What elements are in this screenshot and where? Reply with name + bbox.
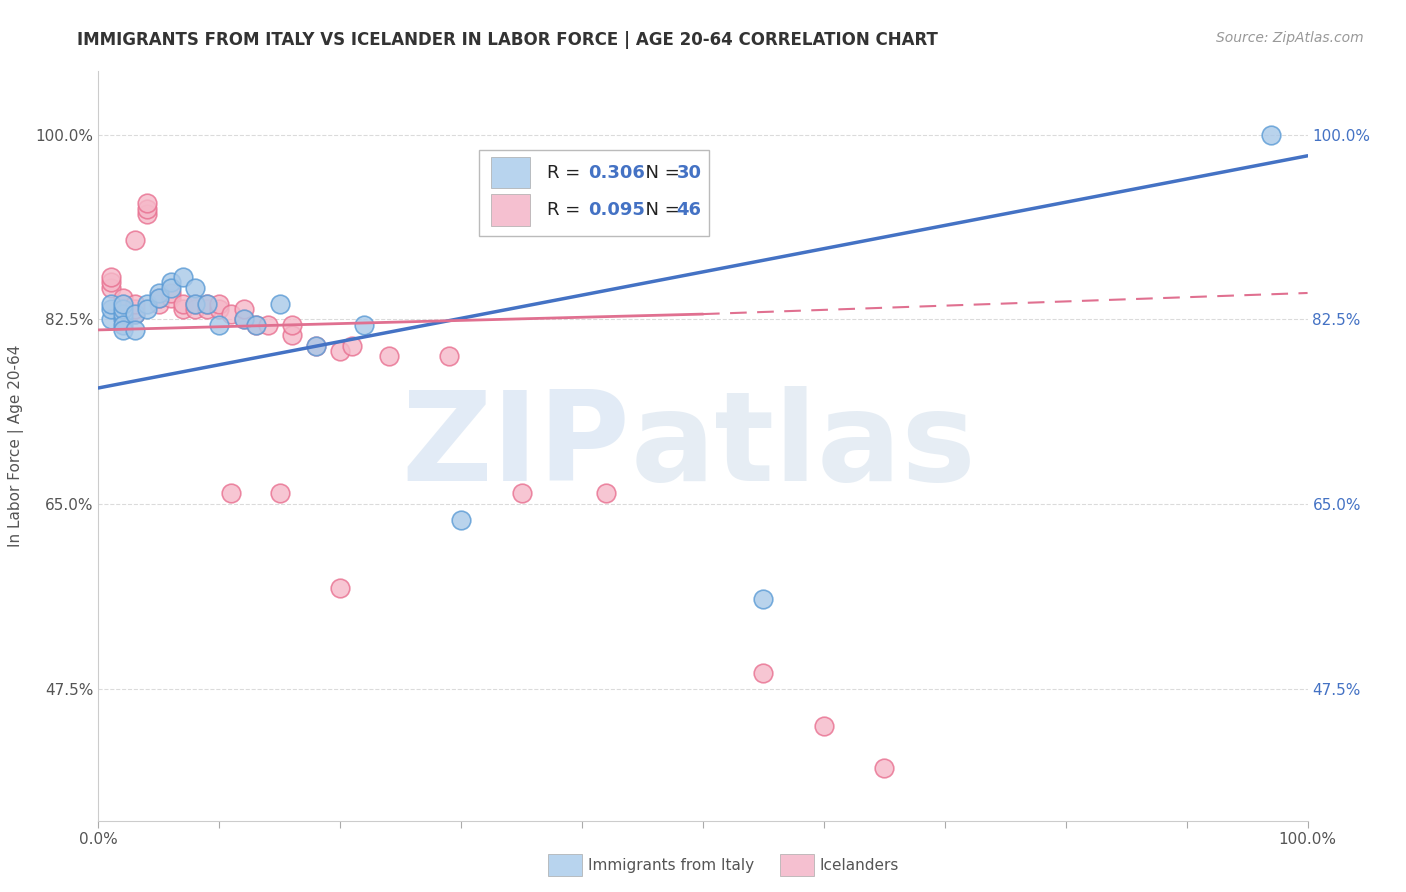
- Point: [269, 486, 291, 500]
- Point: [510, 486, 533, 500]
- Point: [184, 296, 207, 310]
- Point: [232, 312, 254, 326]
- Point: [111, 307, 134, 321]
- Text: Icelanders: Icelanders: [820, 858, 898, 872]
- Point: [124, 296, 146, 310]
- Point: [172, 296, 194, 310]
- Point: [208, 318, 231, 332]
- Point: [184, 281, 207, 295]
- Point: [208, 301, 231, 316]
- Point: [148, 296, 170, 310]
- Point: [221, 307, 243, 321]
- Text: atlas: atlas: [630, 385, 976, 507]
- Point: [111, 301, 134, 316]
- Point: [195, 301, 218, 316]
- Point: [377, 349, 399, 363]
- Text: R =: R =: [547, 163, 586, 181]
- Point: [1260, 128, 1282, 142]
- Point: [135, 202, 157, 216]
- Point: [111, 291, 134, 305]
- Point: [160, 291, 183, 305]
- Point: [111, 318, 134, 332]
- Point: [148, 285, 170, 300]
- Point: [329, 344, 352, 359]
- Text: 0.095: 0.095: [588, 201, 645, 219]
- Point: [148, 291, 170, 305]
- Point: [232, 301, 254, 316]
- Point: [160, 276, 183, 290]
- Point: [124, 307, 146, 321]
- Point: [135, 196, 157, 211]
- Point: [752, 665, 775, 680]
- Text: Source: ZipAtlas.com: Source: ZipAtlas.com: [1216, 31, 1364, 45]
- Text: 46: 46: [676, 201, 702, 219]
- FancyBboxPatch shape: [479, 150, 709, 236]
- Point: [124, 301, 146, 316]
- FancyBboxPatch shape: [492, 157, 530, 188]
- Point: [873, 761, 896, 775]
- Point: [232, 312, 254, 326]
- Point: [437, 349, 460, 363]
- Point: [100, 301, 122, 316]
- Y-axis label: In Labor Force | Age 20-64: In Labor Force | Age 20-64: [8, 345, 24, 547]
- Point: [124, 323, 146, 337]
- Point: [111, 323, 134, 337]
- Text: N =: N =: [634, 163, 686, 181]
- Point: [160, 281, 183, 295]
- Text: ZIP: ZIP: [402, 385, 630, 507]
- Text: 30: 30: [676, 163, 702, 181]
- Point: [135, 296, 157, 310]
- Point: [184, 301, 207, 316]
- Point: [100, 276, 122, 290]
- Point: [124, 307, 146, 321]
- Point: [221, 486, 243, 500]
- Point: [245, 318, 267, 332]
- Point: [305, 339, 328, 353]
- Text: R =: R =: [547, 201, 586, 219]
- Point: [124, 233, 146, 247]
- Point: [100, 296, 122, 310]
- Point: [752, 592, 775, 607]
- Point: [595, 486, 617, 500]
- Point: [281, 328, 304, 343]
- Point: [208, 296, 231, 310]
- Point: [100, 270, 122, 285]
- Point: [135, 301, 157, 316]
- Point: [160, 285, 183, 300]
- Point: [305, 339, 328, 353]
- Point: [111, 312, 134, 326]
- Point: [256, 318, 278, 332]
- Text: Immigrants from Italy: Immigrants from Italy: [588, 858, 754, 872]
- Point: [195, 296, 218, 310]
- Point: [135, 207, 157, 221]
- Point: [100, 312, 122, 326]
- Point: [111, 296, 134, 310]
- Point: [195, 296, 218, 310]
- Point: [148, 291, 170, 305]
- Point: [450, 513, 472, 527]
- Text: N =: N =: [634, 201, 686, 219]
- Point: [172, 301, 194, 316]
- FancyBboxPatch shape: [492, 194, 530, 226]
- Point: [111, 301, 134, 316]
- Point: [281, 318, 304, 332]
- Point: [342, 339, 364, 353]
- Point: [813, 719, 835, 733]
- Point: [111, 307, 134, 321]
- Point: [245, 318, 267, 332]
- Point: [100, 281, 122, 295]
- Point: [172, 270, 194, 285]
- Text: IMMIGRANTS FROM ITALY VS ICELANDER IN LABOR FORCE | AGE 20-64 CORRELATION CHART: IMMIGRANTS FROM ITALY VS ICELANDER IN LA…: [77, 31, 938, 49]
- Point: [329, 582, 352, 596]
- Text: 0.306: 0.306: [588, 163, 645, 181]
- Point: [111, 296, 134, 310]
- Point: [269, 296, 291, 310]
- Point: [353, 318, 375, 332]
- Point: [184, 296, 207, 310]
